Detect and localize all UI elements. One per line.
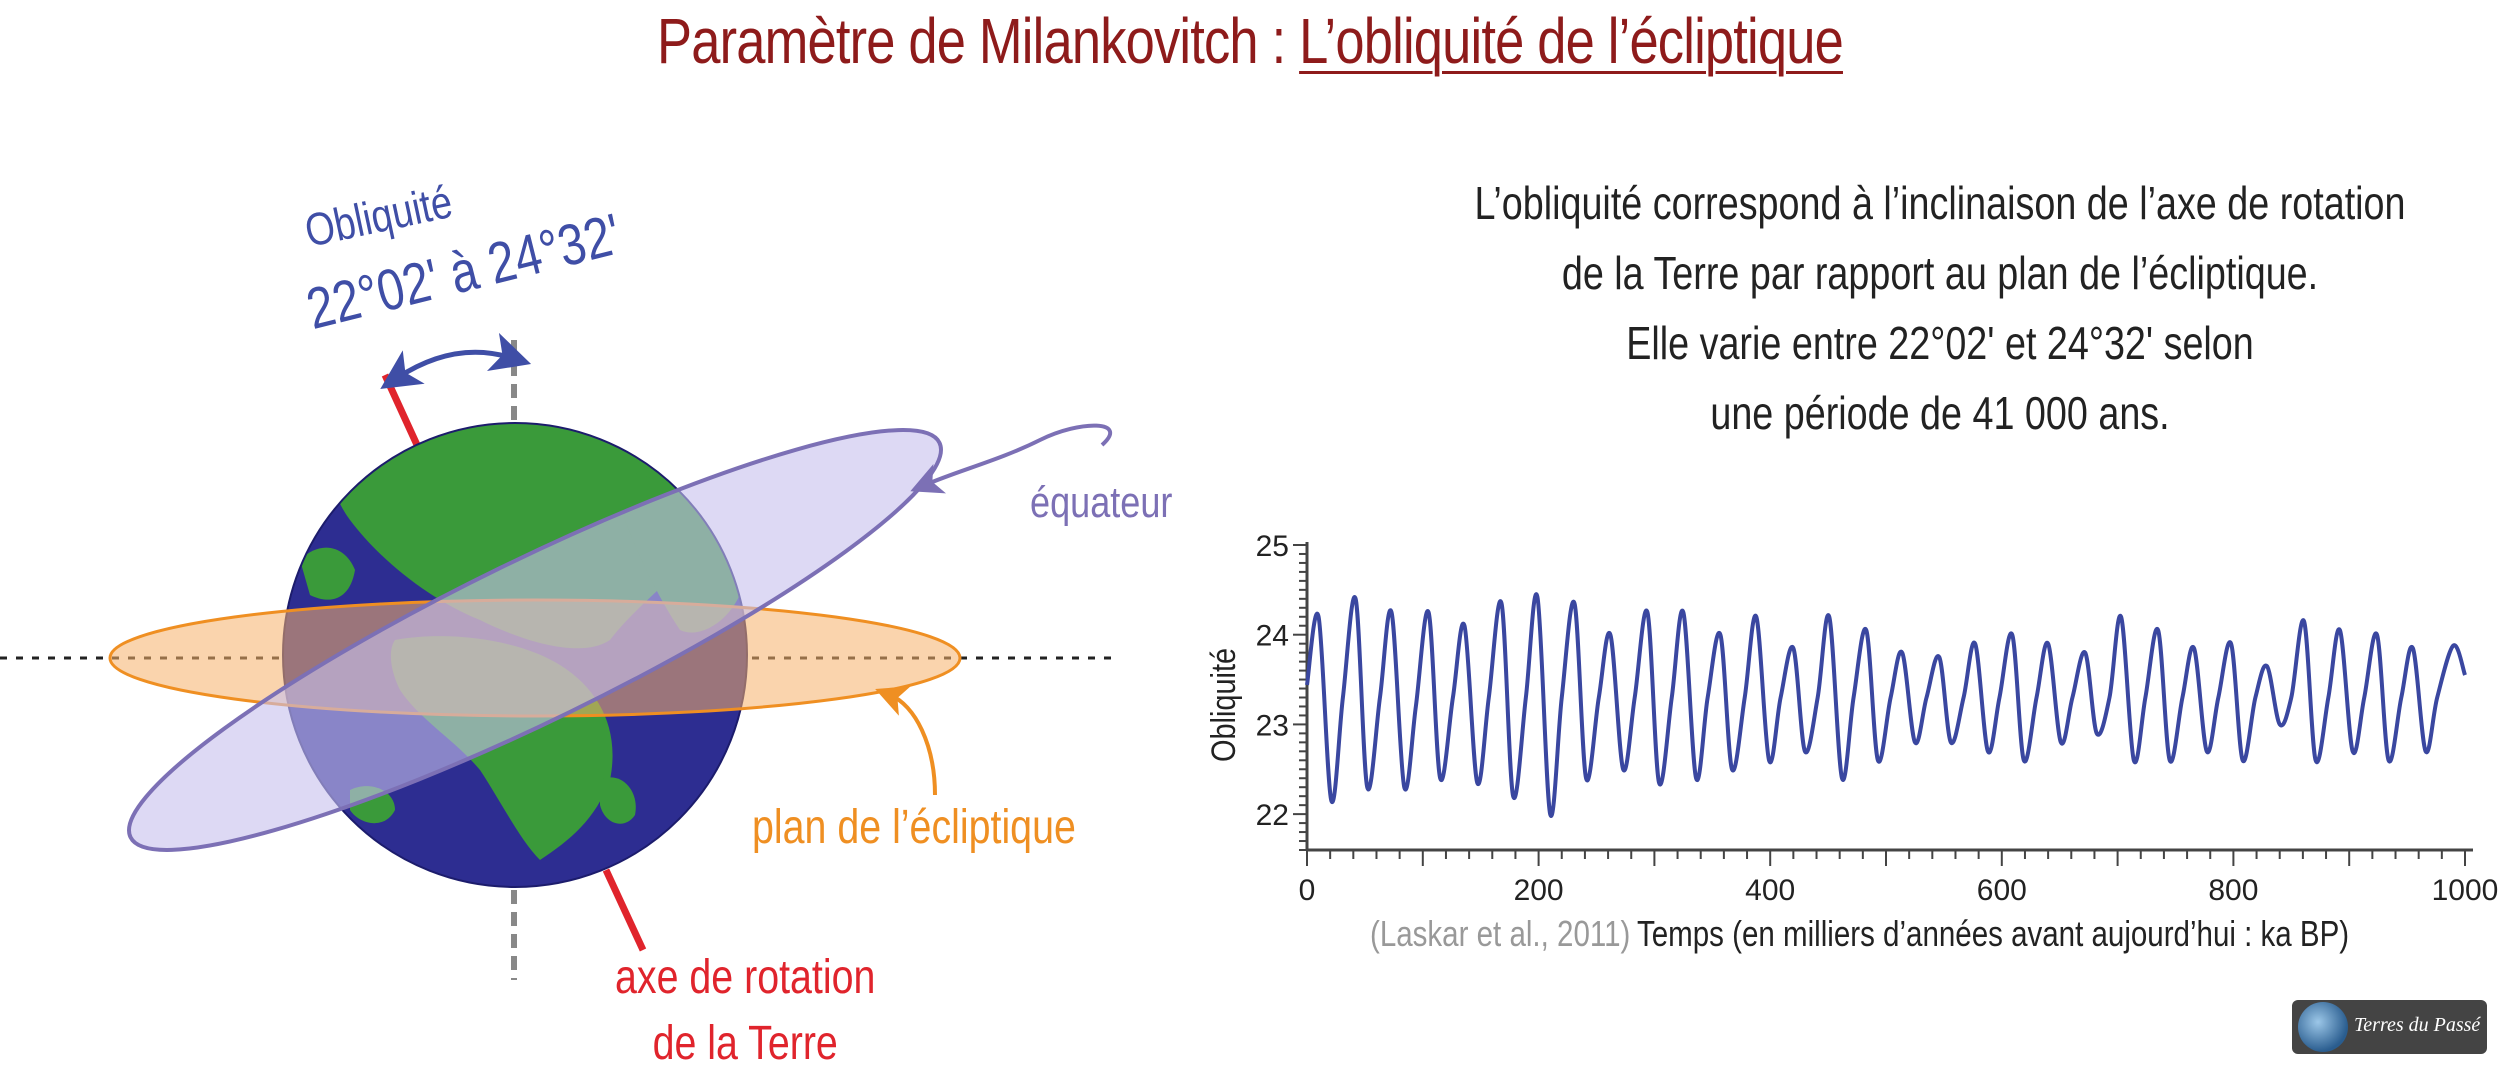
- obliquity-series-line: [1305, 592, 2467, 819]
- rotation-axis-label-line: axe de rotation: [615, 951, 876, 1004]
- obliquity-diagram: [0, 332, 1115, 980]
- x-tick-label: 400: [1745, 874, 1795, 907]
- description-line: de la Terre par rapport au plan de l’écl…: [1561, 247, 2319, 299]
- title-prefix: Paramètre de Milankovitch :: [657, 5, 1300, 77]
- x-axis-label: Temps (en milliers d’années avant aujour…: [1637, 913, 2350, 954]
- obliquity-chart: 22 23 24 25 0 200 400 600 800 1000: [1256, 530, 2499, 907]
- description-line: Elle varie entre 22°02' et 24°32' selon: [1626, 317, 2254, 369]
- y-tick-label: 23: [1256, 709, 1289, 742]
- rotation-axis-label-line: de la Terre: [652, 1017, 838, 1070]
- x-tick-label: 1000: [2432, 874, 2499, 907]
- obliquity-arrow: [380, 332, 532, 389]
- x-tick-label: 0: [1299, 874, 1316, 907]
- rotation-axis-bottom: [602, 868, 647, 952]
- title-emphasis: L’obliquité de l’écliptique: [1299, 5, 1844, 77]
- equator-plane: [127, 428, 943, 852]
- page-title: Paramètre de Milankovitch : L’obliquité …: [225, 4, 2275, 78]
- y-tick-label: 24: [1256, 620, 1289, 653]
- source-note: (Laskar et al., 2011): [1370, 913, 1631, 954]
- description-line: L’obliquité correspond à l’inclinaison d…: [1474, 177, 2406, 229]
- description-text: L’obliquité correspond à l’inclinaison d…: [1399, 168, 2481, 448]
- x-tick-label: 600: [1977, 874, 2027, 907]
- x-tick-label: 800: [2208, 874, 2258, 907]
- y-axis-label: Obliquité: [1205, 647, 1243, 762]
- y-tick-label: 22: [1256, 799, 1289, 832]
- equator-arrow: [910, 423, 1112, 494]
- rotation-axis-label: axe de rotation de la Terre: [615, 945, 875, 1077]
- x-tick-label: 200: [1514, 874, 1564, 907]
- globe-logo-icon: [2298, 1002, 2348, 1052]
- ecliptic-arrow: [875, 686, 937, 796]
- description-line: une période de 41 000 ans.: [1710, 387, 2170, 439]
- ecliptic-label: plan de l’écliptique: [752, 801, 1076, 854]
- equator-label: équateur: [1030, 478, 1173, 527]
- logo-text: Terres du Passé: [2354, 1014, 2481, 1036]
- terres-du-passe-logo: Terres du Passé: [2292, 1000, 2487, 1054]
- y-tick-label: 25: [1256, 530, 1289, 563]
